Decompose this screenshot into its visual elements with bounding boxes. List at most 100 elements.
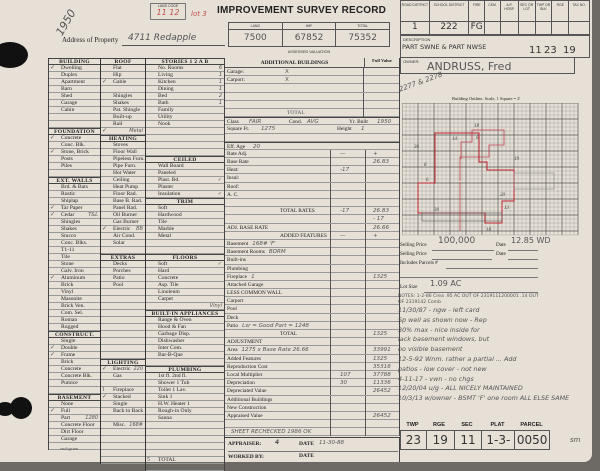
plus-value: 1325	[373, 331, 388, 337]
column-divider	[330, 395, 331, 404]
rate-row: Appraised Value 26452	[225, 411, 399, 421]
row-label: Added Features	[227, 355, 261, 362]
checklist-item: Air Cond.	[101, 233, 145, 240]
rate-row: Local Multiplier 107 37788	[225, 370, 399, 380]
note-line: 30% max - nice inside for	[398, 325, 480, 334]
initials: sm	[570, 436, 581, 444]
item-label: Concrete	[61, 135, 82, 141]
rate-row: TOTAL 1325	[225, 330, 399, 339]
item-label: Rustic	[61, 191, 76, 197]
item-label: Concrete	[158, 275, 179, 281]
handwritten-value: 1	[218, 72, 222, 78]
checklist-item: Marble	[146, 226, 224, 233]
column-divider	[365, 174, 366, 183]
checklist-item: Tile	[49, 254, 100, 261]
selling-price-label: Selling Price	[400, 242, 427, 248]
land-code-box: LAND CODE 11 12	[150, 3, 186, 20]
item-label: Porches	[113, 268, 131, 274]
parcel-value: 11	[453, 431, 482, 449]
item-label: Gable	[113, 79, 127, 85]
column-divider	[365, 280, 366, 289]
binder-hole	[0, 42, 28, 68]
note-line: OF 2319142 Comb	[398, 300, 442, 305]
item-label: Hardwood	[158, 212, 182, 218]
check-mark: ✓	[102, 366, 108, 372]
checklist-item	[146, 429, 224, 436]
checklist-item	[101, 338, 145, 345]
code-label: ROAD DISTRICT	[401, 3, 429, 7]
checklist-item: Linoleum	[146, 289, 224, 296]
column-divider	[365, 305, 366, 314]
checklist-item: Living 1	[146, 72, 224, 79]
checklist-item: Shed	[49, 93, 100, 100]
item-label: Nook	[158, 121, 171, 127]
column-divider	[365, 239, 366, 248]
checklist-item	[101, 450, 145, 457]
checklist-item: Family	[146, 107, 224, 114]
checklist-item: Carpet	[146, 296, 224, 303]
section-header: FOUNDATION	[49, 128, 100, 135]
item-label: Garage	[61, 436, 78, 442]
checklist-item: Pat. Shingle	[101, 107, 145, 114]
selling-price-2-label: Selling Price	[400, 251, 427, 257]
twp-value: 23	[544, 45, 557, 56]
item-label: Insulation	[158, 191, 181, 197]
column-divider	[330, 362, 331, 371]
item-label: Bath	[158, 100, 169, 106]
rate-row: Rate Adj. — +	[225, 149, 399, 159]
parcel-value: 19	[425, 431, 454, 449]
additional-building-row: Garage: X	[225, 68, 399, 77]
plus-value: 26.66	[373, 224, 390, 231]
checklist-item: Insulation ✓	[146, 191, 224, 198]
checklist-item: 1st fl. 2nd fl.	[146, 373, 224, 380]
item-label: Brick	[61, 359, 74, 365]
checklist-item	[101, 443, 145, 450]
checklist-item: Concrete ✓	[49, 135, 100, 142]
checklist-item	[49, 114, 100, 121]
note-line: 12/20/04 u/g - ALL NICELY MAINTAINED	[398, 384, 523, 393]
row-label: Built-ins	[227, 257, 246, 264]
checklist-item: Galv. Iron	[49, 268, 100, 275]
row-label: Depreciated Value	[227, 388, 267, 395]
sec-value: 11	[529, 45, 542, 56]
appraiser-label: APPRAISER:	[228, 441, 262, 447]
class-label: Class	[227, 119, 239, 126]
row-label: Insul:	[227, 175, 240, 182]
plus-value: 35316	[373, 363, 391, 370]
yr-built-value: 1950	[377, 119, 392, 126]
item-label: Concrete	[61, 366, 82, 372]
row-label: Area	[227, 347, 238, 354]
checklist-item: Bed 2	[146, 93, 224, 100]
dimension-label: 8	[424, 163, 427, 168]
handwritten-entry: BDRM	[268, 249, 286, 256]
full-value-cell	[363, 92, 364, 101]
parcel-value: 23	[405, 433, 422, 447]
handwritten-value: 1	[218, 86, 222, 92]
checklist-item	[101, 331, 145, 338]
check-mark: ✓	[50, 205, 56, 211]
parcel-label: PLAT	[490, 422, 505, 428]
sale-date-2-label: Date	[496, 251, 506, 257]
checklist-item: TOTAL 5	[146, 457, 224, 464]
column-divider	[365, 223, 366, 232]
check-mark: 5	[147, 457, 150, 463]
checklist-item: Range & Oven	[146, 317, 224, 324]
column-divider	[330, 239, 331, 248]
checklist-item	[146, 128, 224, 135]
item-label: HEATING	[108, 136, 138, 142]
checklist-item: Duplex	[49, 72, 100, 79]
checklist-item: Solar	[101, 240, 145, 247]
check-mark: ✓	[50, 408, 56, 414]
checklist-item: Dwelling ✓	[49, 65, 100, 72]
additional-building-row: TOTAL	[225, 108, 399, 118]
item-label: Hot Water	[113, 170, 136, 176]
valuation-value: 75352	[335, 30, 389, 47]
handwritten-entry: 168# 'F'	[252, 240, 276, 247]
rate-row: ADJ. BASE RATE 26.66	[225, 223, 399, 232]
column-divider	[330, 215, 331, 224]
sketch-caption: Building Outline. Scale, 1 Square = 2'	[452, 96, 521, 101]
rate-row: Area 1275 x Base Rate 26.66 33991	[225, 346, 399, 355]
item-label: Solar	[113, 240, 125, 246]
column-divider	[330, 174, 331, 183]
plus-value: 11336	[373, 380, 391, 387]
